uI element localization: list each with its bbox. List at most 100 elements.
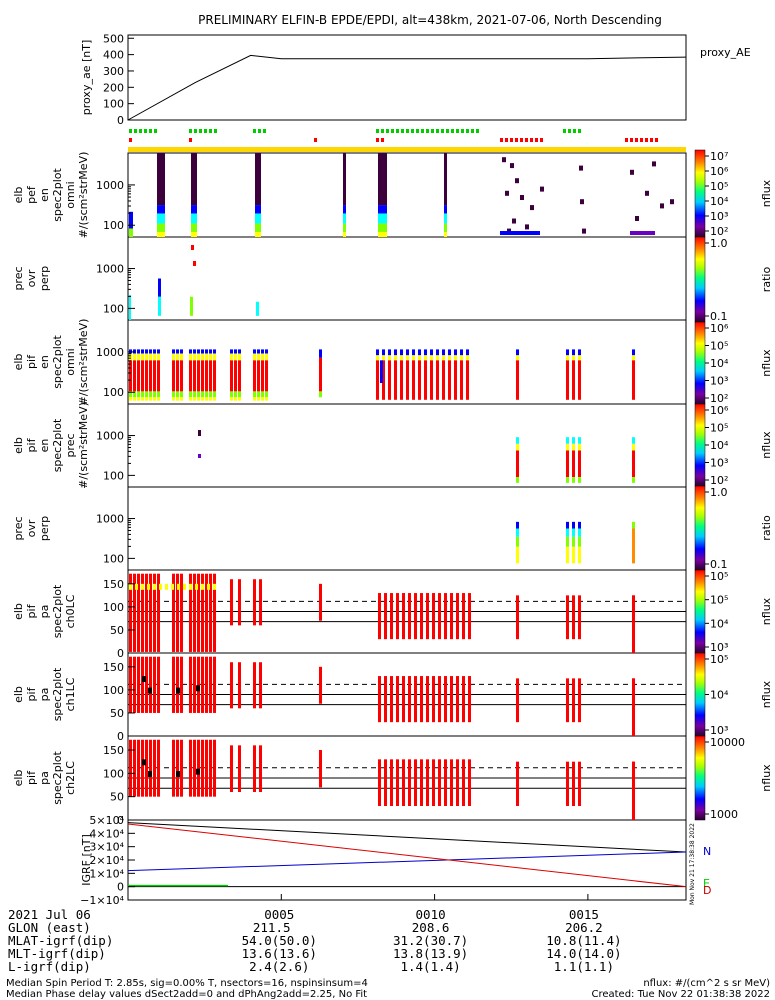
spectral-cell: [133, 353, 136, 361]
flag-green: [456, 129, 459, 133]
pa-cell: [384, 759, 387, 806]
spectral-cell: [157, 397, 160, 401]
spectral-cell: [378, 223, 381, 232]
spectral-cell: [255, 153, 258, 206]
spectral-cell: [436, 349, 439, 356]
spectral-cell: [180, 353, 183, 361]
footer-value: 208.6: [412, 920, 450, 935]
spectral-cell: [258, 231, 261, 237]
spectral-cell: [176, 353, 179, 361]
spectral-cell: [258, 223, 261, 232]
spectral-cell: [141, 397, 144, 401]
ylabel-word: ovr: [25, 269, 38, 287]
pa-cell: [176, 687, 180, 694]
spectral-cell: [157, 349, 160, 354]
spectral-cell: [660, 203, 664, 209]
flag-green: [411, 129, 414, 133]
flag-red: [129, 138, 132, 142]
spectral-cell: [253, 397, 256, 401]
flag-green: [258, 129, 261, 133]
flag-red: [635, 138, 638, 142]
ytick-label: 100: [103, 302, 124, 315]
spectral-cell: [632, 349, 635, 356]
pa-cell: [133, 573, 136, 652]
pa-cell: [180, 573, 183, 652]
panel-frame-1: [127, 152, 687, 238]
spectral-cell: [406, 360, 409, 400]
spectral-cell: [448, 360, 451, 400]
panel-frame-4: [127, 403, 687, 488]
pa-cell: [414, 593, 417, 640]
spectral-cell: [525, 224, 529, 230]
pa-cell: [180, 656, 183, 713]
colorbar-tick-label: 10⁴: [710, 617, 729, 630]
spectral-cell: [381, 153, 384, 206]
pa-cell: [193, 656, 196, 713]
spectral-cell: [198, 430, 201, 436]
spectral-cell: [406, 349, 409, 356]
pa-cell: [196, 768, 200, 775]
spectral-cell: [131, 211, 133, 229]
pa-cell: [414, 676, 417, 723]
spectral-cell: [512, 218, 516, 224]
spectral-cell: [193, 360, 196, 392]
spectral-cell: [230, 360, 233, 392]
flag-green: [441, 129, 444, 133]
flag-red: [314, 138, 317, 142]
ylabel-word: spec2plot: [51, 418, 64, 472]
pa-cell: [209, 573, 212, 652]
spectral-cell: [388, 355, 391, 361]
spectral-cell: [388, 360, 391, 400]
spectral-cell: [129, 211, 131, 229]
pa-cell: [183, 583, 186, 590]
ylabel-word: prec: [12, 266, 25, 290]
spectral-cell: [197, 360, 200, 392]
pa-cell: [153, 739, 156, 797]
pa-cell: [408, 593, 411, 640]
spectral-cell: [180, 360, 183, 392]
colorbar-tick-label: 10²: [710, 225, 728, 238]
spectral-cell: [149, 360, 152, 392]
pa-cell: [444, 593, 447, 640]
pa-cell: [147, 583, 150, 590]
spectral-cell: [444, 153, 447, 206]
spectral-cell: [198, 454, 201, 458]
spectral-cell: [160, 223, 163, 232]
spectral-cell: [194, 205, 197, 214]
pa-cell: [456, 759, 459, 806]
spectral-cell: [153, 353, 156, 361]
pa-cell: [378, 593, 381, 640]
spectral-cell: [205, 397, 208, 401]
colorbar-label: nflux: [760, 764, 773, 792]
spectral-cell: [180, 349, 183, 354]
ytick-label: 100: [103, 767, 124, 780]
spectral-cell: [400, 355, 403, 361]
pa-cell: [632, 761, 635, 820]
spectral-cell: [205, 349, 208, 354]
pa-cell: [396, 593, 399, 640]
spectral-cell: [137, 353, 140, 361]
flag-red: [520, 138, 523, 142]
spectral-cell: [424, 355, 427, 361]
ylabel-word: omni: [64, 181, 77, 208]
pa-cell: [408, 759, 411, 806]
ylabel-word: pa: [38, 688, 51, 702]
pa-cell: [141, 573, 144, 652]
pa-cell: [149, 739, 152, 797]
spectral-cell: [384, 153, 387, 206]
spectral-cell: [572, 355, 575, 361]
footer-row-label: GLON (east): [8, 920, 91, 935]
side-timestamp: Mon Nov 21 17:38:38 2022: [689, 823, 696, 905]
igrf-legend-E: E: [703, 877, 710, 890]
flag-green: [426, 129, 429, 133]
spectral-cell: [380, 360, 383, 383]
footer-note-1: Median Spin Period T: 2.85s, sig=0.00% T…: [6, 978, 368, 989]
spectral-cell: [436, 360, 439, 400]
spectral-cell: [172, 397, 175, 401]
pa-cell: [129, 739, 132, 797]
pa-cell: [426, 676, 429, 723]
spectral-cell: [406, 355, 409, 361]
spectral-cell: [197, 349, 200, 354]
pa-cell: [378, 676, 381, 723]
spectral-cell: [632, 521, 635, 529]
